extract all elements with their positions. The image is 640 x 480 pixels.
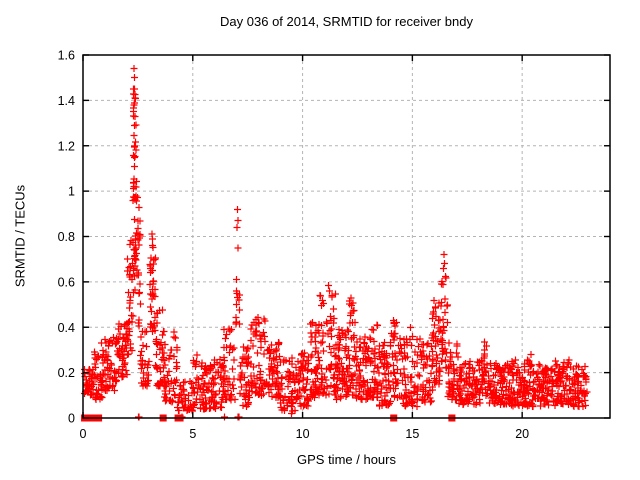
y-tick-label: 0.6 xyxy=(58,275,75,289)
y-tick-label: 0.4 xyxy=(58,321,75,335)
x-axis-label: GPS time / hours xyxy=(297,452,396,467)
x-tick-label: 15 xyxy=(405,427,419,441)
y-tick-label: 1 xyxy=(68,185,75,199)
y-tick-label: 1.6 xyxy=(58,49,75,63)
x-tick-label: 10 xyxy=(296,427,310,441)
x-tick-label: 0 xyxy=(80,427,87,441)
y-tick-label: 0.8 xyxy=(58,230,75,244)
y-tick-label: 0 xyxy=(68,412,75,426)
y-tick-label: 1.2 xyxy=(58,139,75,153)
chart-title: Day 036 of 2014, SRMTID for receiver bnd… xyxy=(220,14,473,29)
data-points-srmtid xyxy=(81,65,591,421)
y-tick-label: 1.4 xyxy=(58,94,75,108)
x-tick-label: 5 xyxy=(189,427,196,441)
y-tick-label: 0.2 xyxy=(58,366,75,380)
y-axis-label: SRMTID / TECUs xyxy=(12,184,28,288)
x-tick-label: 20 xyxy=(515,427,529,441)
